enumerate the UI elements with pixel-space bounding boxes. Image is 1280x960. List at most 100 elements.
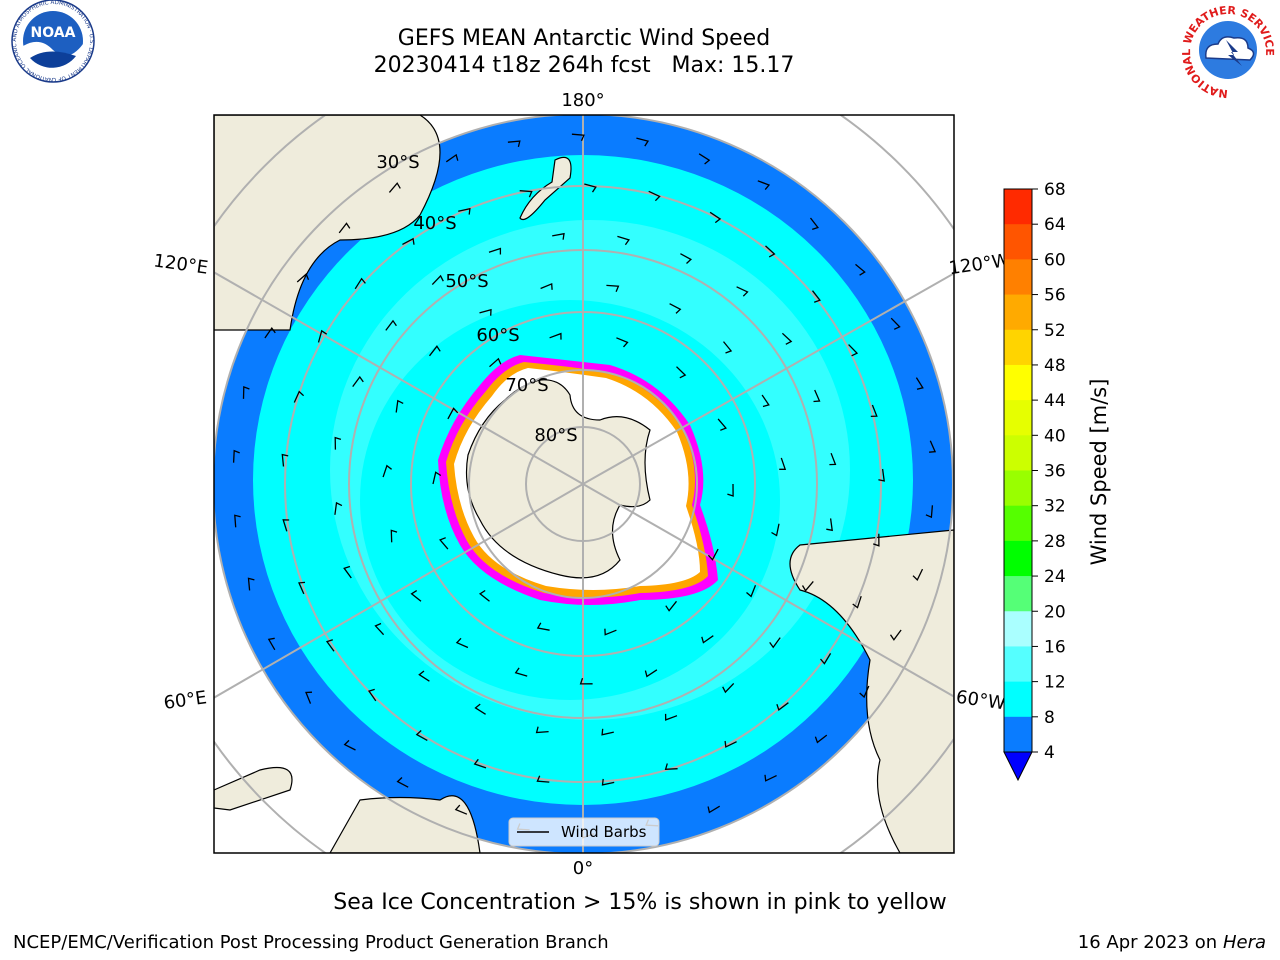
map-legend: Wind Barbs <box>508 817 660 847</box>
colorbar-tick-label: 28 <box>1044 532 1066 552</box>
wind-barb <box>584 183 597 193</box>
wind-barb <box>617 235 630 246</box>
colorbar-segment <box>1004 435 1032 471</box>
lat-label-60s: 60°S <box>476 325 519 346</box>
colorbar-segment <box>1004 716 1032 753</box>
lon-label-60w: 60°W <box>955 687 1007 715</box>
wind-barb <box>579 677 593 685</box>
wind-barb <box>852 595 862 609</box>
colorbar-tick-label: 48 <box>1044 356 1066 376</box>
wind-barb <box>540 282 553 290</box>
colorbar-tick-label: 56 <box>1044 286 1066 306</box>
colorbar-segment <box>1004 611 1032 647</box>
wind-barb <box>665 600 678 612</box>
wind-barb <box>338 222 351 234</box>
nws-logo: NATIONAL WEATHER SERVICE <box>1180 4 1276 100</box>
lon-label-0: 0° <box>573 858 593 879</box>
colorbar-segment <box>1004 576 1032 612</box>
legend-label: Wind Barbs <box>561 823 647 841</box>
wind-barb <box>648 190 661 202</box>
wind-barb <box>814 734 828 744</box>
wind-barb <box>536 775 550 783</box>
wind-barb <box>473 758 487 769</box>
noaa-logo-text: NOAA <box>31 25 76 41</box>
lat-label-70s: 70°S <box>505 375 548 396</box>
wind-barb <box>604 628 617 636</box>
wind-barb <box>870 404 878 418</box>
wind-barb <box>343 565 352 579</box>
wind-barb <box>912 568 924 581</box>
wind-barb <box>878 468 885 482</box>
map-title: GEFS MEAN Antarctic Wind Speed <box>397 26 771 51</box>
colorbar-segment <box>1004 294 1032 331</box>
wind-barb <box>722 682 735 694</box>
colorbar-segment <box>1004 400 1032 436</box>
wind-barb <box>552 232 565 240</box>
wind-barb <box>428 345 441 357</box>
wind-barb <box>385 319 397 331</box>
wind-barb <box>395 399 404 413</box>
wind-barb <box>644 669 658 678</box>
colorbar-segment <box>1004 505 1032 542</box>
colorbar-extend-arrow <box>1003 751 1033 782</box>
lon-label-120w: 120°W <box>947 250 1011 279</box>
wind-barb <box>698 153 711 165</box>
wind-barb <box>519 190 533 198</box>
wind-barb <box>334 436 342 450</box>
wind-barb <box>415 730 428 741</box>
wind-barb <box>925 505 934 519</box>
wind-barb <box>431 274 444 286</box>
colorbar-tick-label: 68 <box>1044 180 1066 200</box>
wind-barb <box>535 726 549 734</box>
wind-barb <box>281 453 289 467</box>
wind-barb <box>669 303 682 314</box>
wind-barb <box>707 805 721 814</box>
wind-barb <box>343 739 356 751</box>
wind-barb <box>514 667 528 677</box>
wind-barb <box>727 483 734 497</box>
wind-barb <box>813 389 821 403</box>
colorbar-segment <box>1004 189 1032 225</box>
wind-barb <box>829 452 837 466</box>
wind-barb <box>396 777 409 788</box>
wind-barb <box>507 140 521 148</box>
run-date: 16 Apr 2023 on Hera <box>1078 932 1266 953</box>
wind-barb <box>809 217 819 231</box>
colorbar-tick-label: 16 <box>1044 637 1066 657</box>
wind-barb <box>445 153 459 163</box>
colorbar-tick-label: 20 <box>1044 602 1066 622</box>
wind-barb <box>549 332 562 340</box>
lon-label-120e: 120°E <box>152 250 209 278</box>
wind-barb <box>872 533 880 547</box>
wind-barb <box>701 635 714 644</box>
colorbar-tick-label: 12 <box>1044 673 1066 693</box>
wind-barb <box>367 688 377 702</box>
wind-barb <box>779 457 787 470</box>
wind-barb <box>601 778 615 786</box>
colorbar-tick-label: 36 <box>1044 462 1066 482</box>
wind-barb <box>801 580 814 592</box>
antarctica-landmass <box>465 379 651 579</box>
wind-barb <box>432 471 442 485</box>
wind-barb <box>601 728 614 736</box>
colorbar-tick-label: 24 <box>1044 567 1066 587</box>
wind-barb <box>717 418 727 431</box>
wind-barb <box>761 394 770 408</box>
colorbar-segment <box>1004 470 1032 507</box>
run-date-text: 16 Apr 2023 on <box>1077 932 1223 953</box>
graticule <box>214 115 954 853</box>
colorbar-tick-label: 64 <box>1044 215 1066 235</box>
wind-barb <box>724 740 737 748</box>
wind-barb <box>267 637 276 651</box>
colorbar-segment <box>1004 540 1032 577</box>
wind-barb <box>859 685 870 699</box>
wind-barb <box>325 639 335 652</box>
wind-barb <box>454 804 468 815</box>
colorbar-tick-label: 52 <box>1044 321 1066 341</box>
wind-barb <box>746 584 757 598</box>
wind-barb <box>915 377 924 390</box>
wind-barb <box>410 590 422 602</box>
wind-barb <box>382 464 392 478</box>
wind-barb <box>296 273 310 283</box>
